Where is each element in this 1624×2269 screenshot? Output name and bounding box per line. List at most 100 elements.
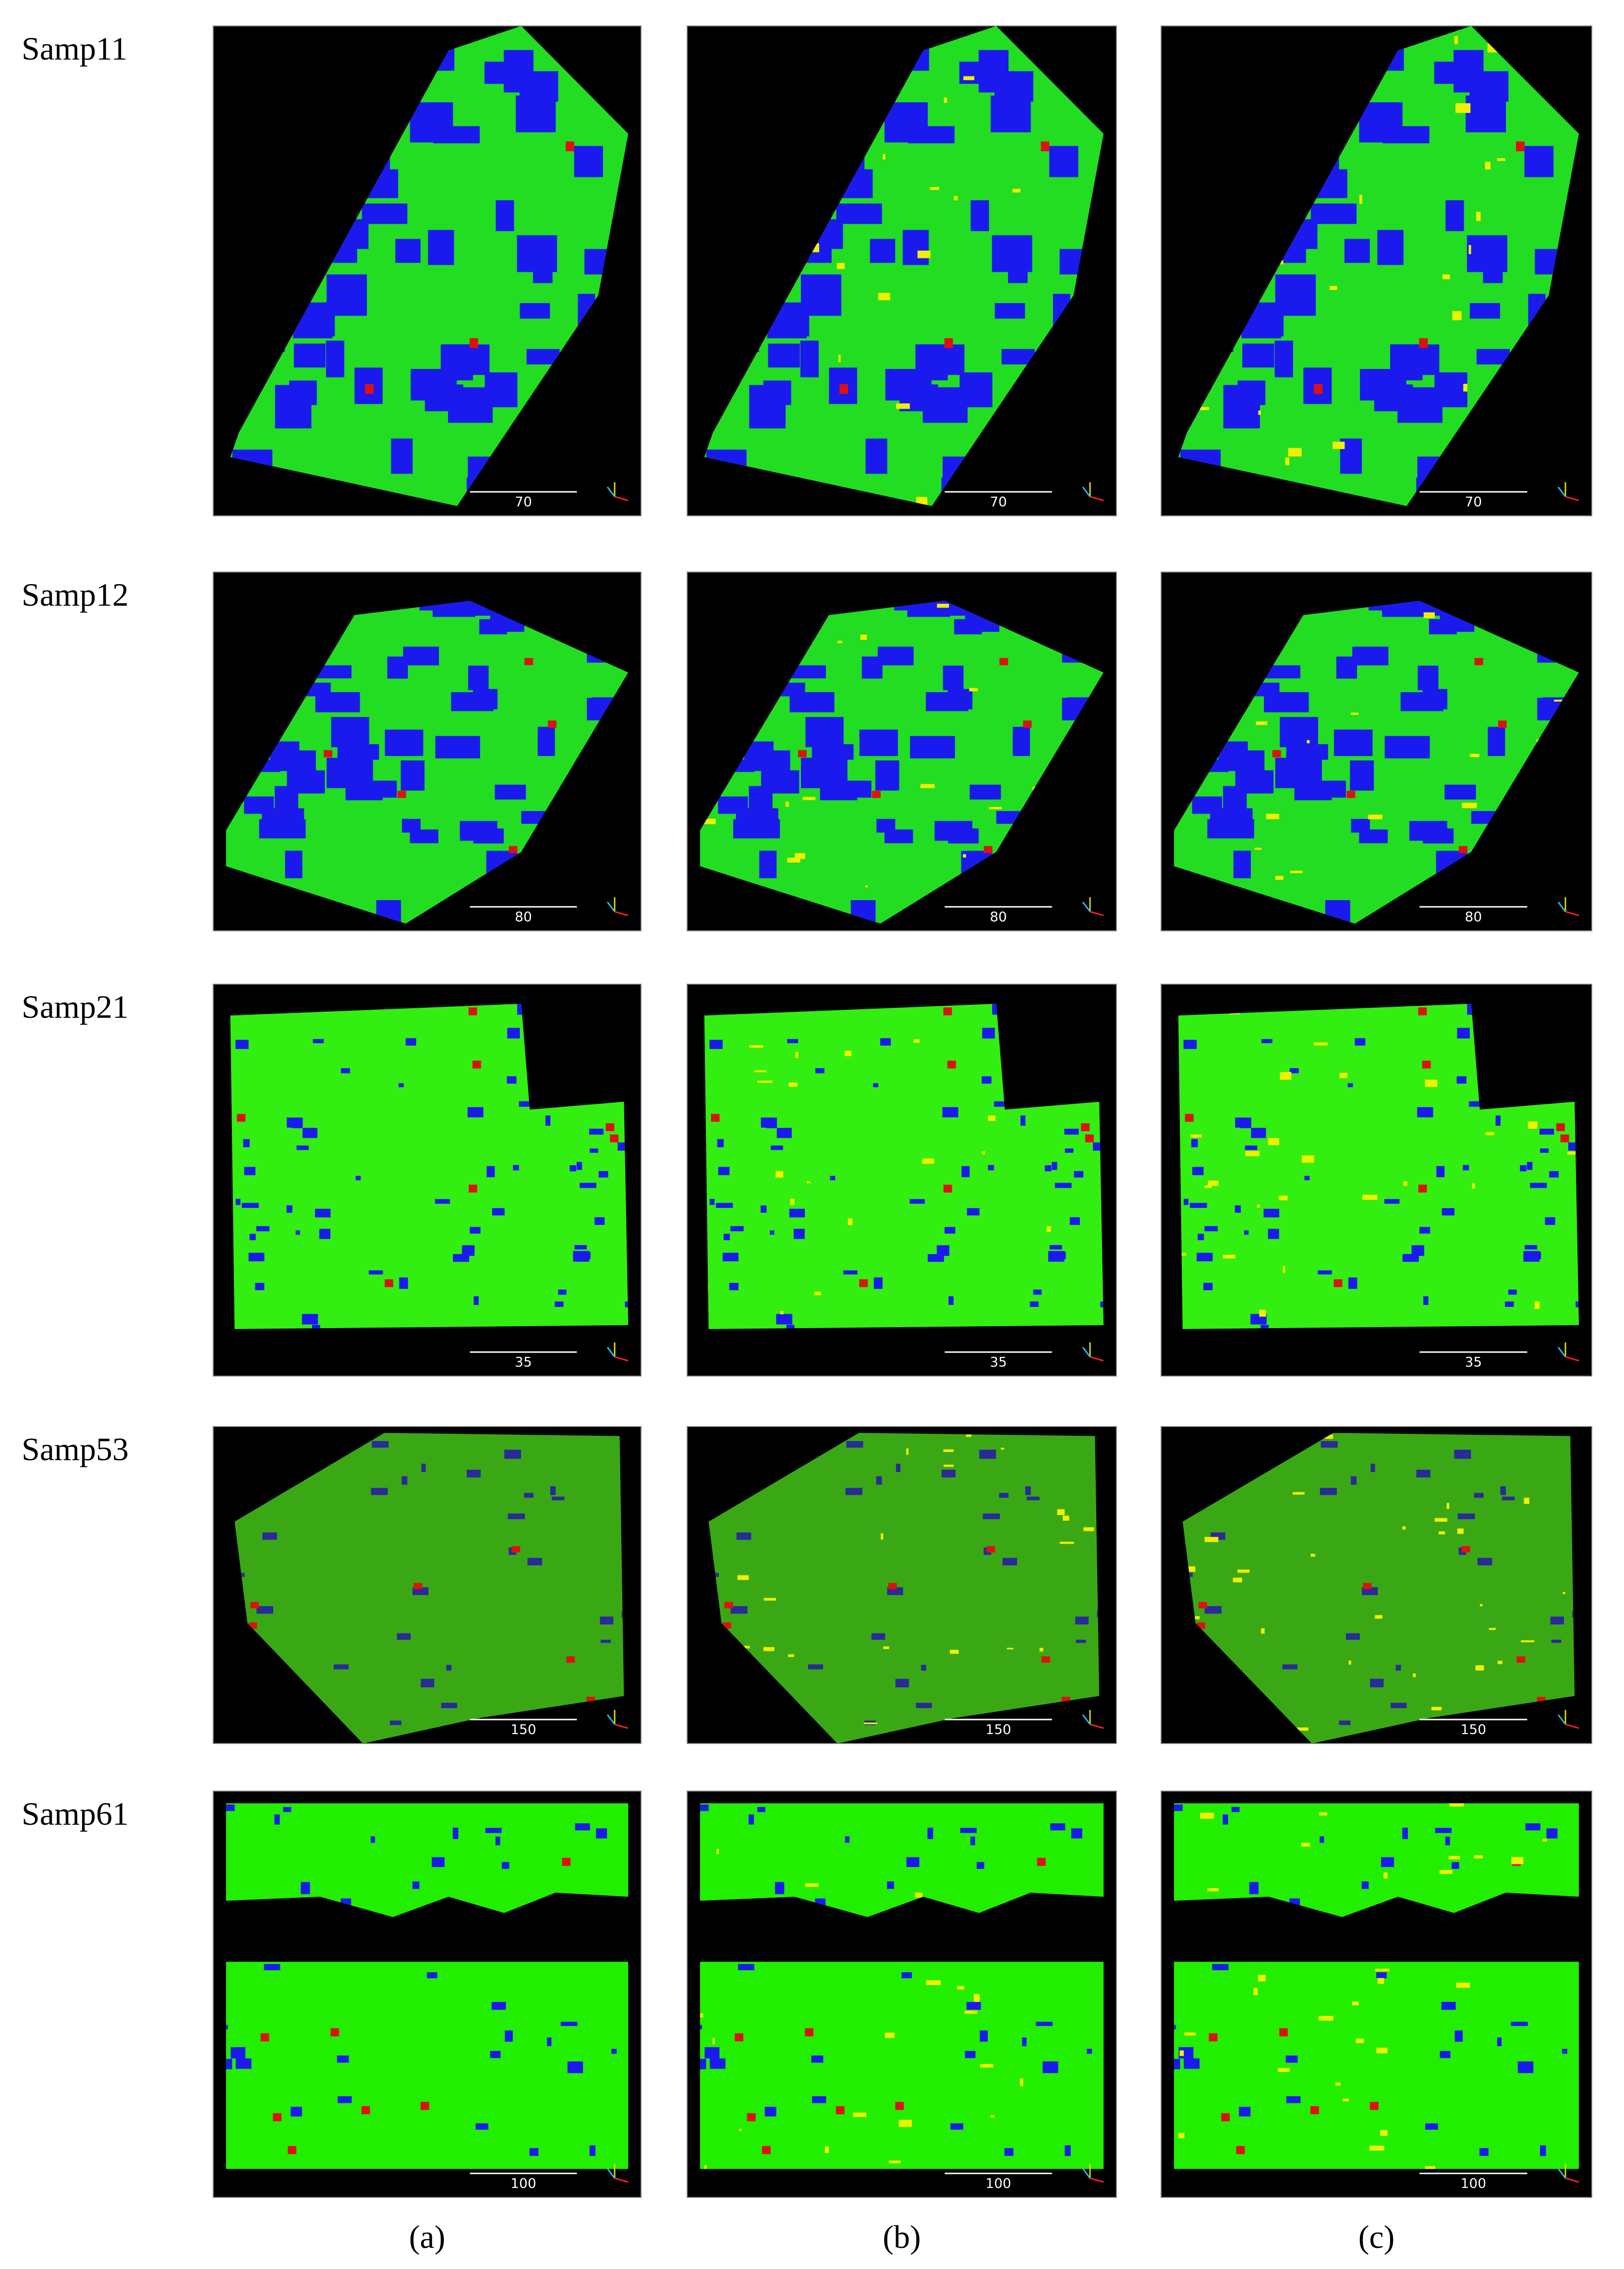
building-points: [1477, 1558, 1492, 1565]
building-points: [492, 1208, 505, 1216]
other-points: [566, 141, 574, 151]
misclassified-points: [1339, 1073, 1348, 1078]
building-points: [1054, 1183, 1072, 1188]
misclassified-points: [1489, 1628, 1496, 1630]
building-points: [485, 1828, 502, 1833]
other-points: [947, 1061, 956, 1069]
building-points: [264, 1964, 280, 1970]
building-points: [451, 692, 494, 711]
building-points: [1511, 2022, 1528, 2026]
misclassified-points: [1434, 1518, 1447, 1522]
building-points: [926, 692, 969, 711]
other-points: [1085, 1134, 1094, 1143]
misclassified-points: [1208, 1180, 1219, 1186]
building-points: [771, 1145, 783, 1150]
misclassified-points: [1375, 1968, 1390, 1972]
building-points: [830, 1176, 836, 1181]
building-points: [466, 1469, 481, 1478]
misclassified-points: [1431, 1707, 1442, 1710]
building-points: [982, 1027, 995, 1039]
misclassified-points: [930, 187, 939, 190]
misclassified-points: [1456, 1982, 1470, 1988]
building-points: [1100, 1301, 1104, 1307]
building-points: [334, 1664, 349, 1670]
building-points: [1495, 1115, 1501, 1126]
building-points: [1240, 1120, 1251, 1128]
other-points: [365, 384, 374, 394]
building-points: [389, 1720, 401, 1725]
other-points: [1198, 1602, 1207, 1609]
misclassified-points: [1182, 1566, 1196, 1572]
building-points: [1239, 2107, 1251, 2117]
point-cloud: [234, 1433, 624, 1744]
point-cloud: [226, 1962, 629, 2169]
building-points: [820, 782, 858, 801]
building-points: [1384, 1199, 1400, 1204]
building-points: [1030, 1301, 1039, 1307]
misclassified-points: [1190, 1134, 1202, 1138]
building-points: [547, 2037, 552, 2047]
misclassified-points: [1283, 1266, 1285, 1273]
building-points: [1261, 1039, 1273, 1043]
building-points: [1525, 1823, 1540, 1830]
building-points: [1441, 2001, 1456, 2010]
misclassified-points: [712, 2037, 715, 2045]
building-points: [1049, 146, 1079, 177]
building-points: [873, 1277, 883, 1289]
building-points: [1333, 729, 1373, 756]
misclassified-points: [1178, 1253, 1187, 1256]
misclassified-points: [757, 1080, 773, 1083]
other-points: [1474, 658, 1483, 665]
point-cloud: [1174, 1962, 1579, 2169]
building-points: [1500, 1486, 1506, 1495]
row-label: Samp61: [22, 1795, 129, 1832]
misclassified-points: [1259, 1309, 1266, 1317]
misclassified-points: [1462, 803, 1477, 808]
other-points: [237, 1114, 246, 1122]
other-points: [1556, 1123, 1565, 1132]
misclassified-points: [1377, 1978, 1384, 1984]
misclassified-points: [1006, 1647, 1014, 1650]
building-points: [1233, 851, 1251, 878]
misclassified-points: [787, 857, 800, 863]
point-cloud: [230, 26, 629, 506]
building-points: [285, 851, 303, 878]
building-points: [235, 1039, 249, 1049]
building-points: [421, 1679, 435, 1688]
other-points: [1023, 720, 1032, 728]
building-points: [567, 2061, 583, 2074]
building-points: [1549, 1171, 1559, 1178]
axis-icon: [1082, 1714, 1091, 1725]
building-points: [1174, 2059, 1180, 2070]
building-points: [870, 239, 896, 263]
building-points: [1203, 1282, 1213, 1291]
building-points: [600, 1616, 614, 1625]
row-label: Samp12: [22, 576, 129, 613]
misclassified-points: [1449, 1855, 1460, 1860]
misclassified-points: [1348, 1660, 1351, 1665]
building-points: [1576, 1301, 1579, 1307]
building-points: [637, 55, 681, 85]
building-points: [1409, 821, 1447, 841]
building-points: [453, 1254, 470, 1262]
misclassified-points: [1521, 1640, 1535, 1643]
building-points: [289, 380, 317, 405]
misclassified-points: [982, 1151, 985, 1155]
building-points: [776, 1314, 793, 1325]
misclassified-points: [1423, 612, 1435, 619]
misclassified-points: [754, 1070, 767, 1073]
misclassified-points: [1375, 1615, 1382, 1619]
building-points: [1033, 1289, 1042, 1295]
other-points: [1418, 1007, 1427, 1015]
building-points: [486, 1166, 495, 1177]
building-points: [976, 1862, 984, 1869]
building-points: [1042, 2061, 1058, 2074]
building-points: [319, 1229, 331, 1239]
misclassified-points: [1063, 1515, 1069, 1521]
building-points: [1445, 200, 1464, 232]
scale-label: 80: [990, 909, 1007, 925]
misclassified-points: [988, 1115, 996, 1121]
building-points: [764, 2107, 776, 2117]
result-panel: 70: [1161, 25, 1592, 516]
